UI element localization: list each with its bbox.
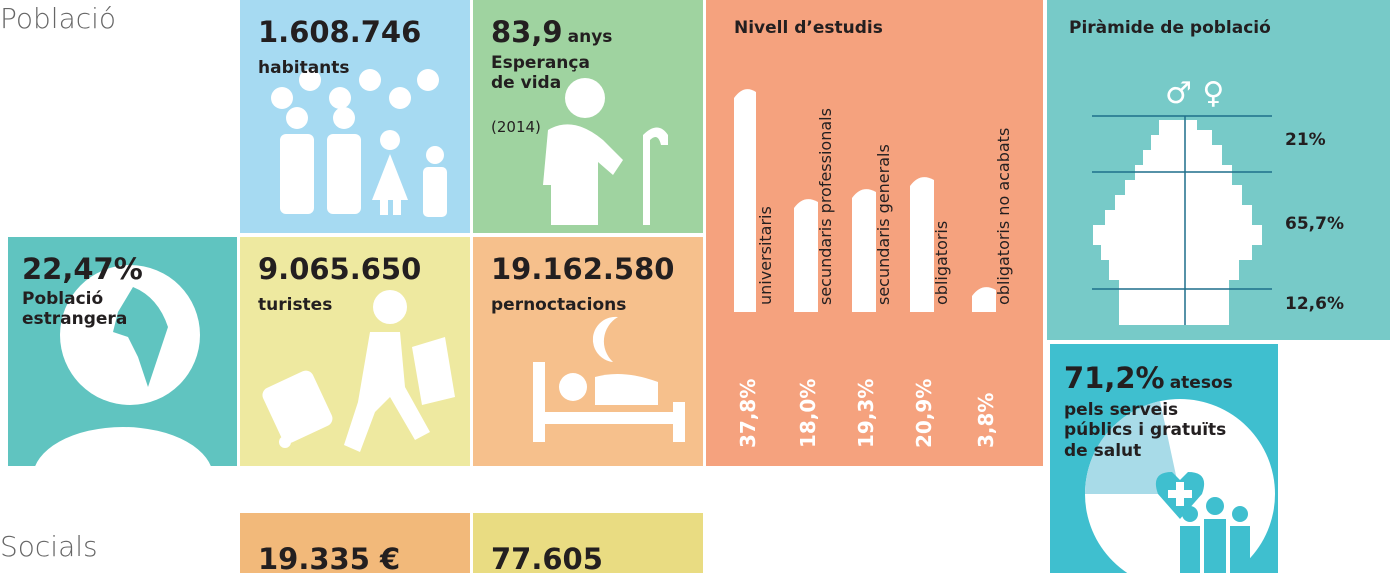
unit: atesos bbox=[1169, 373, 1233, 393]
value: 22,47% bbox=[22, 252, 143, 286]
unit: anys bbox=[567, 27, 613, 47]
tile-estudis: Nivell d’estudis universitaris 37,8% secun… bbox=[706, 0, 1043, 466]
title: Nivell d’estudis bbox=[734, 18, 883, 38]
value: 71,2% bbox=[1064, 361, 1165, 395]
tile-pernoctacions: 19.162.580 pernoctacions bbox=[473, 237, 703, 466]
value-line: 83,9 anys bbox=[491, 15, 613, 49]
level-label: obligatoris bbox=[932, 220, 951, 305]
level-label: universitaris bbox=[756, 206, 775, 305]
value: 9.065.650 bbox=[258, 252, 422, 286]
globe-icon bbox=[35, 265, 211, 466]
tile-turistes: 9.065.650 turistes bbox=[240, 237, 470, 466]
value: 83,9 bbox=[491, 15, 563, 49]
tile-esperanca: 83,9 anys Esperança de vida (2014) bbox=[473, 0, 703, 233]
level-value: 37,8% bbox=[736, 378, 760, 448]
heading: Socials bbox=[0, 530, 98, 563]
label: pels serveis públics i gratuïts de salut bbox=[1064, 400, 1227, 461]
value: 19.162.580 bbox=[491, 252, 675, 286]
level-value: 19,3% bbox=[854, 378, 878, 448]
tourist-icon bbox=[262, 290, 455, 452]
tile-social: 77.605 bbox=[473, 513, 703, 573]
level-value: 3,8% bbox=[974, 392, 998, 448]
band-value: 21% bbox=[1285, 130, 1326, 150]
tile-piramide: Piràmide de població ♂ ♀ 21% 65,7% 12,6% bbox=[1047, 0, 1390, 340]
level-value: 18,0% bbox=[796, 378, 820, 448]
health-icon bbox=[1084, 399, 1275, 573]
books bbox=[734, 89, 996, 312]
note: (2014) bbox=[491, 118, 541, 136]
band-value: 65,7% bbox=[1285, 214, 1344, 234]
label: Esperança de vida bbox=[491, 53, 590, 94]
bed-icon bbox=[533, 316, 685, 442]
heading: Població bbox=[0, 2, 117, 35]
tile-salut: 71,2% atesos pels serveis públics i grat… bbox=[1050, 344, 1278, 573]
level-value: 20,9% bbox=[912, 378, 936, 448]
level-label: obligatoris no acabats bbox=[994, 127, 1013, 305]
tile-social: 19.335 € bbox=[240, 513, 470, 573]
tile-estrangera: 22,47% Població estrangera bbox=[8, 237, 237, 466]
value: 19.335 € bbox=[258, 542, 401, 573]
label: Població estrangera bbox=[22, 289, 128, 330]
tile-habitants: 1.608.746 habitants bbox=[240, 0, 470, 233]
symbols: ♂ ♀ bbox=[1165, 76, 1225, 111]
level-label: secundaris generals bbox=[874, 144, 893, 305]
label: turistes bbox=[258, 295, 333, 315]
label: habitants bbox=[258, 58, 350, 78]
value-line: 71,2% atesos bbox=[1064, 361, 1274, 395]
title: Piràmide de població bbox=[1069, 18, 1271, 38]
value: 1.608.746 bbox=[258, 15, 422, 49]
band-value: 12,6% bbox=[1285, 294, 1344, 314]
elder-icon bbox=[543, 78, 668, 225]
pyramid bbox=[1092, 115, 1272, 325]
value: 77.605 bbox=[491, 542, 603, 573]
label: pernoctacions bbox=[491, 295, 627, 315]
level-label: secundaris professionals bbox=[816, 108, 835, 305]
people-icon bbox=[271, 69, 447, 217]
